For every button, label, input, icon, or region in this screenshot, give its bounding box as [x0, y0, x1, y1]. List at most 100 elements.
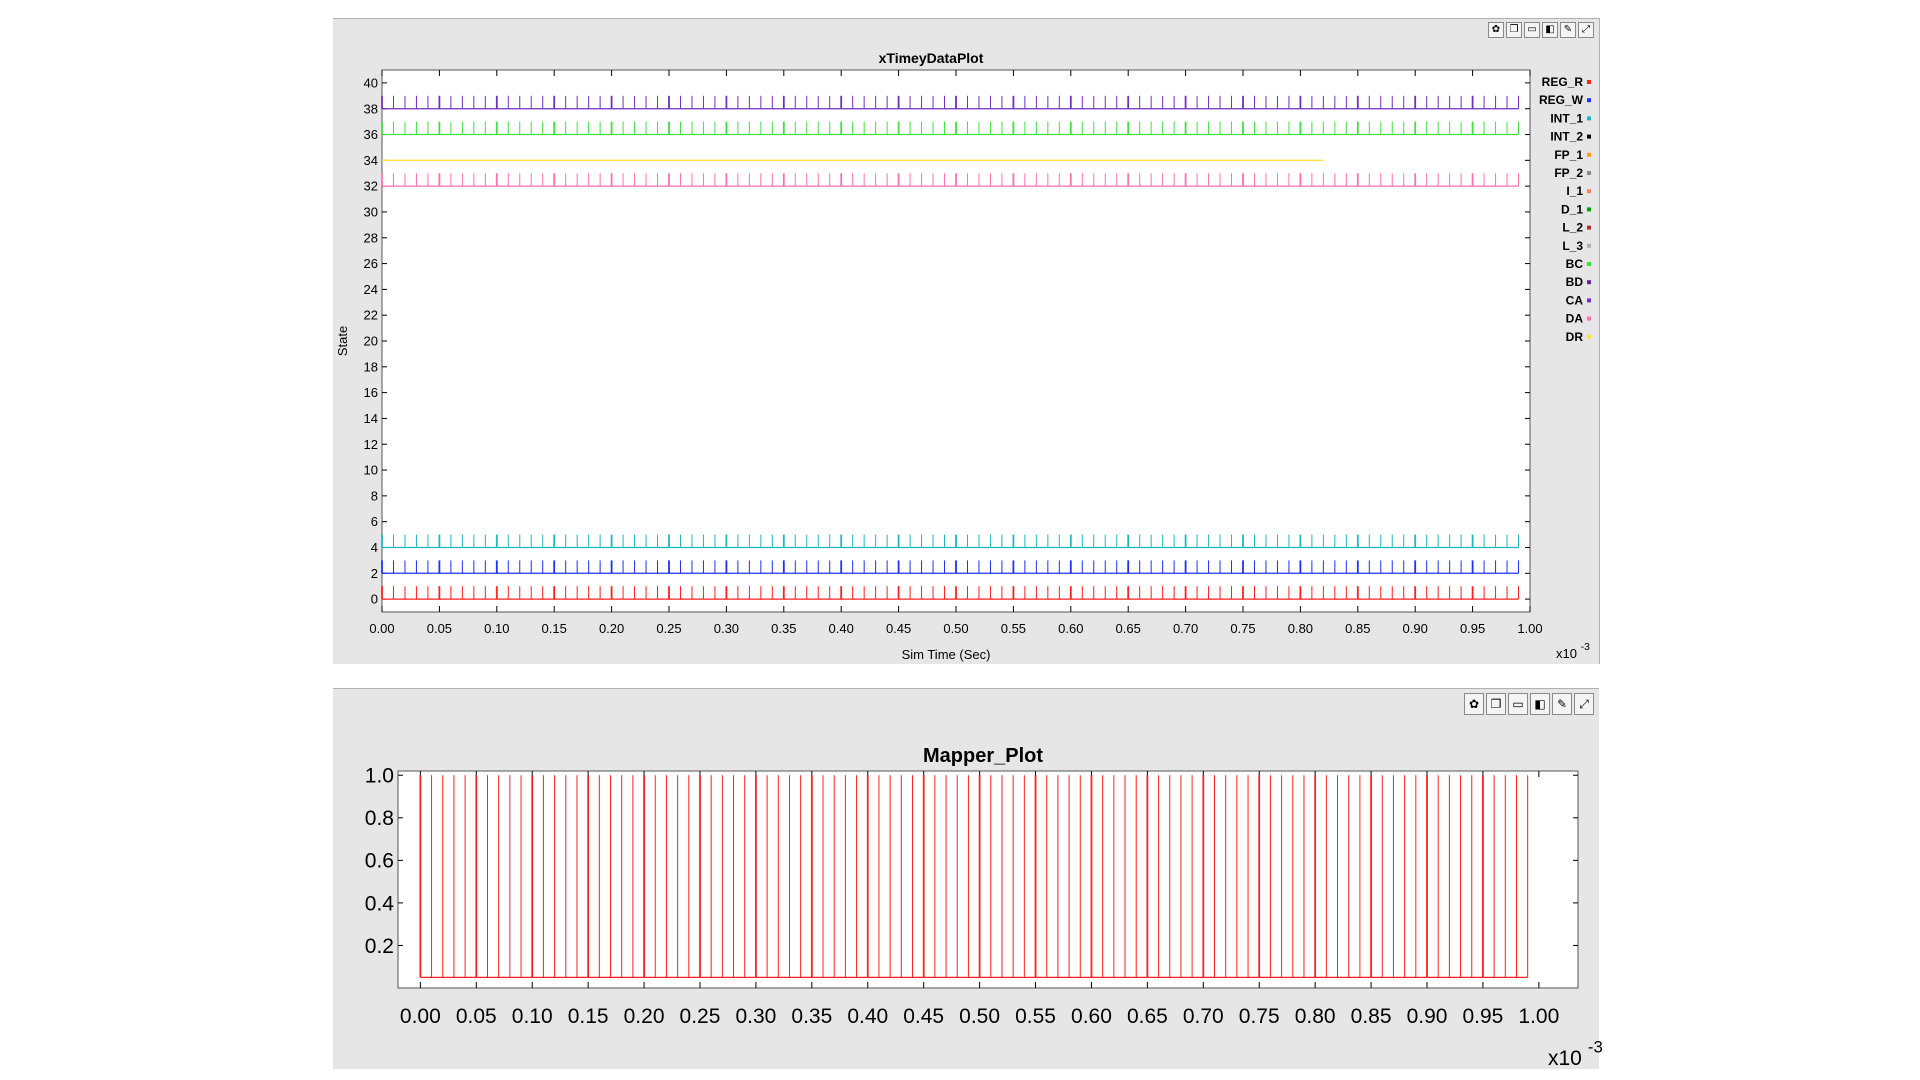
- x-tick-label: 0.50: [959, 1005, 1000, 1028]
- copy-icon[interactable]: ❐: [1486, 693, 1506, 715]
- y-tick-label: 6: [371, 514, 378, 529]
- legend-swatch: [1587, 152, 1591, 157]
- legend-label: L_3: [1562, 239, 1583, 253]
- legend-swatch: [1587, 298, 1591, 303]
- x-tick-label: 0.30: [735, 1005, 776, 1028]
- y-tick-label: 1.0: [365, 765, 394, 788]
- legend-label: INT_1: [1550, 111, 1583, 125]
- legend-swatch: [1587, 207, 1591, 212]
- y-tick-label: 22: [364, 308, 378, 323]
- x-tick-label: 0.05: [427, 621, 452, 636]
- x-tick-label: 0.30: [714, 621, 739, 636]
- legend-label: L_2: [1562, 221, 1583, 235]
- y-tick-label: 0.4: [365, 892, 395, 915]
- top-plot-toolbar: ✿ ❐ ▭ ◧ ✎ ⤢: [1488, 22, 1594, 38]
- legend-label: FP_1: [1554, 148, 1583, 162]
- y-tick-label: 14: [364, 411, 378, 426]
- copy-icon[interactable]: ❐: [1506, 22, 1522, 38]
- legend-swatch: [1587, 316, 1591, 321]
- legend-label: CA: [1566, 293, 1584, 307]
- y-tick-label: 24: [364, 282, 378, 297]
- x-tick-label: 0.70: [1173, 621, 1198, 636]
- y-tick-label: 2: [371, 566, 378, 581]
- legend-swatch: [1587, 80, 1591, 84]
- x-tick-label: 0.45: [903, 1005, 944, 1028]
- palette-icon[interactable]: ✿: [1488, 22, 1504, 38]
- legend-label: REG_W: [1539, 93, 1584, 107]
- x-tick-label: 0.15: [568, 1005, 609, 1028]
- legend-swatch: [1587, 243, 1591, 248]
- x-tick-label: 0.00: [400, 1005, 441, 1028]
- x-tick-label: 0.55: [1015, 1005, 1056, 1028]
- y-tick-label: 4: [371, 540, 378, 555]
- plot-area-1: [397, 770, 1579, 989]
- y-tick-label: 28: [364, 230, 378, 245]
- y-tick-label: 0.6: [365, 850, 394, 873]
- legend-label: BD: [1566, 275, 1584, 289]
- legend-swatch: [1587, 280, 1591, 285]
- x-multiplier-exponent: -3: [1581, 642, 1590, 653]
- legend-swatch: [1587, 98, 1591, 103]
- x-tick-label: 0.85: [1351, 1005, 1392, 1028]
- legend-label: INT_2: [1550, 130, 1583, 144]
- legend-swatch: [1587, 262, 1591, 266]
- restore-icon[interactable]: ⤢: [1574, 693, 1594, 715]
- y-tick-label: 30: [364, 205, 378, 220]
- x-tick-label: 0.75: [1239, 1005, 1280, 1028]
- bottom-plot-toolbar: ✿ ❐ ▭ ◧ ✎ ⤢: [1464, 693, 1594, 715]
- y-tick-label: 36: [364, 127, 378, 142]
- y-axis-label: State: [335, 326, 350, 356]
- y-tick-label: 34: [364, 153, 378, 168]
- legend-label: DA: [1566, 312, 1584, 326]
- print-icon[interactable]: ◧: [1542, 22, 1558, 38]
- x-tick-label: 1.00: [1518, 1005, 1559, 1028]
- y-tick-label: 0.8: [365, 807, 394, 830]
- x-tick-label: 0.25: [680, 1005, 721, 1028]
- x-tick-label: 0.40: [829, 621, 854, 636]
- y-tick-label: 16: [364, 385, 378, 400]
- save-icon[interactable]: ▭: [1508, 693, 1528, 715]
- x-tick-label: 0.75: [1230, 621, 1255, 636]
- x-tick-label: 0.05: [456, 1005, 497, 1028]
- y-tick-label: 32: [364, 179, 378, 194]
- x-tick-label: 0.35: [791, 1005, 832, 1028]
- x-tick-label: 0.60: [1058, 621, 1083, 636]
- settings-icon[interactable]: ✎: [1560, 22, 1576, 38]
- legend-label: I_1: [1566, 184, 1583, 198]
- legend-swatch: [1587, 116, 1591, 121]
- save-icon[interactable]: ▭: [1524, 22, 1540, 38]
- chart-title: Mapper_Plot: [923, 745, 1043, 767]
- legend-label: D_1: [1561, 202, 1583, 216]
- palette-icon[interactable]: ✿: [1464, 693, 1484, 715]
- y-tick-label: 12: [364, 437, 378, 452]
- legend-swatch: [1587, 171, 1591, 175]
- x-tick-label: 0.15: [542, 621, 567, 636]
- x-tick-label: 0.80: [1288, 621, 1313, 636]
- x-tick-label: 0.55: [1001, 621, 1026, 636]
- legend-swatch: [1587, 189, 1591, 194]
- x-multiplier-label: x10: [1548, 1047, 1582, 1070]
- x-tick-label: 1.00: [1517, 621, 1542, 636]
- x-tick-label: 0.20: [624, 1005, 665, 1028]
- x-tick-label: 0.65: [1116, 621, 1141, 636]
- chart-title: xTimeyDataPlot: [879, 50, 984, 66]
- plot-area-0: [381, 69, 1531, 613]
- legend-swatch: [1587, 134, 1591, 139]
- print-icon[interactable]: ◧: [1530, 693, 1550, 715]
- x-tick-label: 0.50: [943, 621, 968, 636]
- x-tick-label: 0.70: [1183, 1005, 1224, 1028]
- x-tick-label: 0.90: [1403, 621, 1428, 636]
- legend-swatch: [1587, 334, 1591, 339]
- y-tick-label: 10: [364, 463, 378, 478]
- x-multiplier-exponent: -3: [1588, 1037, 1603, 1056]
- x-tick-label: 0.20: [599, 621, 624, 636]
- y-tick-label: 0: [371, 592, 378, 607]
- x-axis-label: Sim Time (Sec): [902, 647, 991, 662]
- x-tick-label: 0.95: [1462, 1005, 1503, 1028]
- y-tick-label: 18: [364, 359, 378, 374]
- y-tick-label: 40: [364, 75, 378, 90]
- settings-icon[interactable]: ✎: [1552, 693, 1572, 715]
- restore-icon[interactable]: ⤢: [1578, 22, 1594, 38]
- y-tick-label: 38: [364, 101, 378, 116]
